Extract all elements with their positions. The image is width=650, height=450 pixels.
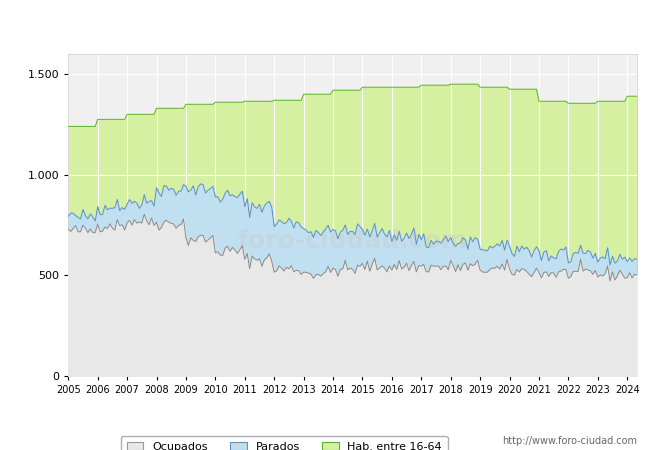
Text: Avià - Evolucion de la poblacion en edad de Trabajar Mayo de 2024: Avià - Evolucion de la poblacion en edad… [92,16,558,31]
Legend: Ocupados, Parados, Hab. entre 16-64: Ocupados, Parados, Hab. entre 16-64 [121,436,448,450]
Text: http://www.foro-ciudad.com: http://www.foro-ciudad.com [502,436,637,446]
Text: foro-ciudad.com: foro-ciudad.com [238,229,467,252]
